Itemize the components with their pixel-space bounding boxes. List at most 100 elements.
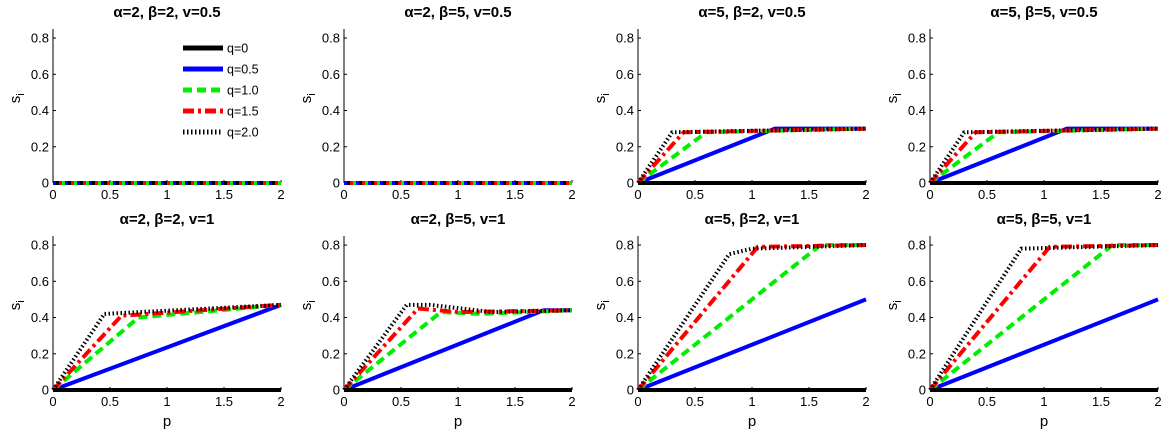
x-tick-label: 1.5 — [215, 187, 233, 202]
y-tick-label: 0.8 — [616, 31, 634, 46]
y-tick-label: 0.8 — [616, 238, 634, 253]
subplot-title: α=5, β=5, v=1 — [997, 211, 1092, 228]
series-line-q-0-5 — [929, 297, 1159, 392]
y-tick-label: 0 — [333, 383, 340, 398]
series-line-q-2-0 — [636, 126, 867, 185]
legend-label: q=1.5 — [227, 105, 259, 119]
subplot-7: α=5, β=2, v=1 0 0.2 0.4 0.6 0.8 0 0.5 1 1.5 2 si p — [592, 211, 870, 430]
y-tick-label: 0.6 — [616, 67, 634, 82]
y-tick-label: 0 — [919, 383, 926, 398]
y-axis-label: si — [884, 300, 904, 310]
x-tick-label: 0 — [49, 394, 56, 409]
series-line-q-2-0 — [928, 126, 1159, 185]
subplot-title: α=5, β=5, v=0.5 — [990, 4, 1097, 21]
subplot-title: α=2, β=5, v=0.5 — [404, 4, 511, 21]
legend-label: q=2.0 — [227, 126, 259, 140]
series-line-q-1-5 — [928, 243, 1159, 392]
x-tick-label: 0.5 — [686, 187, 704, 202]
subplot-title: α=2, β=2, v=1 — [120, 211, 215, 228]
y-axis-label: si — [884, 93, 904, 103]
subplot-1: α=2, β=2, v=0.5 0 0.2 0.4 0.6 0.8 0 0.5 1 1.5 2 si q… — [7, 4, 285, 202]
series-line-q-2-0 — [342, 302, 573, 392]
series-line-q-0-5 — [52, 302, 282, 392]
x-tick-label: 0.5 — [101, 187, 119, 202]
x-tick-label: 0 — [634, 187, 641, 202]
y-tick-label: 0.4 — [908, 103, 926, 118]
subplot-8: α=5, β=5, v=1 0 0.2 0.4 0.6 0.8 0 0.5 1 1.5 2 si p — [884, 211, 1162, 430]
subplot-3: α=5, β=2, v=0.5 0 0.2 0.4 0.6 0.8 0 0.5 1 1.5 2 si — [592, 4, 870, 202]
y-tick-label: 0.2 — [322, 346, 340, 361]
y-axis-label: si — [592, 93, 612, 103]
y-tick-label: 0.4 — [616, 310, 634, 325]
y-axis-label: si — [7, 300, 27, 310]
y-tick-label: 0.8 — [908, 31, 926, 46]
x-axis-label: p — [748, 413, 756, 430]
x-tick-label: 1 — [1040, 394, 1047, 409]
y-tick-label: 0.2 — [616, 346, 634, 361]
y-tick-label: 0.6 — [616, 274, 634, 289]
series-line-q-1-0 — [342, 308, 573, 392]
y-tick-label: 0 — [627, 383, 634, 398]
x-tick-label: 0 — [340, 187, 347, 202]
y-tick-label: 0.6 — [322, 274, 340, 289]
y-tick-label: 0.6 — [322, 67, 340, 82]
series-line-q-1-0 — [51, 302, 282, 392]
series-line-q-1-5 — [51, 302, 282, 392]
y-axis-label: si — [592, 300, 612, 310]
x-tick-label: 0 — [49, 187, 56, 202]
y-tick-label: 0.2 — [908, 139, 926, 154]
x-tick-label: 2 — [277, 394, 284, 409]
x-tick-label: 1 — [163, 394, 170, 409]
x-tick-label: 1 — [454, 394, 461, 409]
legend-label: q=0.5 — [227, 63, 259, 77]
y-tick-label: 0.8 — [908, 238, 926, 253]
series-line-q-2-0 — [928, 243, 1159, 392]
y-tick-label: 0.4 — [31, 310, 49, 325]
y-tick-label: 0 — [627, 176, 634, 191]
x-axis-label: p — [454, 413, 462, 430]
x-tick-label: 1.5 — [506, 394, 524, 409]
y-tick-label: 0.4 — [322, 310, 340, 325]
y-tick-label: 0.2 — [31, 139, 49, 154]
x-tick-label: 2 — [568, 187, 575, 202]
y-tick-label: 0.8 — [322, 31, 340, 46]
y-tick-label: 0.2 — [322, 139, 340, 154]
x-tick-label: 1.5 — [1092, 394, 1110, 409]
x-tick-label: 1.5 — [1092, 187, 1110, 202]
x-tick-label: 0.5 — [978, 187, 996, 202]
y-tick-label: 0.6 — [31, 67, 49, 82]
x-tick-label: 2 — [568, 394, 575, 409]
y-tick-label: 0 — [42, 383, 49, 398]
y-tick-label: 0 — [919, 176, 926, 191]
series-line-q-1-5 — [342, 306, 573, 392]
subplot-2: α=2, β=5, v=0.5 0 0.2 0.4 0.6 0.8 0 0.5 1 1.5 2 si — [298, 4, 576, 202]
x-tick-label: 1.5 — [800, 187, 818, 202]
subplot-title: α=5, β=2, v=1 — [705, 211, 800, 228]
subplot-4: α=5, β=5, v=0.5 0 0.2 0.4 0.6 0.8 0 0.5 1 1.5 2 si — [884, 4, 1162, 202]
x-tick-label: 0.5 — [392, 394, 410, 409]
legend-label: q=0 — [227, 42, 248, 56]
x-tick-label: 0.5 — [392, 187, 410, 202]
y-tick-label: 0.2 — [31, 346, 49, 361]
subplot-title: α=5, β=2, v=0.5 — [698, 4, 805, 21]
x-tick-label: 1 — [1040, 187, 1047, 202]
y-axis-label: si — [298, 93, 318, 103]
x-tick-label: 2 — [862, 394, 869, 409]
series-line-q-1-0 — [636, 243, 866, 392]
series-line-q-1-0 — [928, 243, 1158, 392]
y-tick-label: 0.8 — [322, 238, 340, 253]
y-tick-label: 0.6 — [31, 274, 49, 289]
y-tick-label: 0.2 — [908, 346, 926, 361]
x-tick-label: 0.5 — [686, 394, 704, 409]
y-axis-label: si — [298, 300, 318, 310]
y-tick-label: 0.2 — [616, 139, 634, 154]
x-tick-label: 1 — [454, 187, 461, 202]
x-tick-label: 1 — [748, 394, 755, 409]
x-tick-label: 0.5 — [101, 394, 119, 409]
x-tick-label: 2 — [1154, 394, 1161, 409]
y-tick-label: 0 — [333, 176, 340, 191]
x-tick-label: 1.5 — [800, 394, 818, 409]
subplot-6: α=2, β=5, v=1 0 0.2 0.4 0.6 0.8 0 0.5 1 1.5 2 si p — [298, 211, 576, 430]
x-tick-label: 0 — [926, 394, 933, 409]
